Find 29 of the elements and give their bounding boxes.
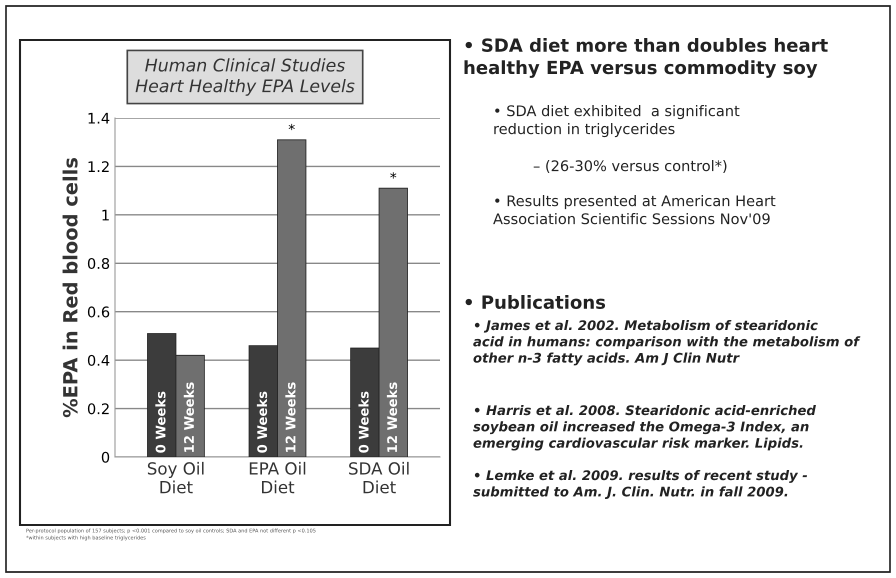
y-tick-label: 0.4 <box>88 354 110 366</box>
text: 0 Weeks <box>256 392 268 453</box>
text: – (26-30% versus control*) <box>534 160 726 174</box>
text: 0 Weeks <box>358 392 369 453</box>
annotation: * <box>288 124 295 130</box>
x-tick-label: EPA Oil Diet <box>250 462 306 494</box>
y-tick-label: 1.4 <box>88 112 110 124</box>
text: • James et al. 2002. Metabolism of stearidonic acid in humans: comparison with the metabolism of other n-3 fatty acids. Am J Clin Nutr <box>473 320 860 366</box>
text: • Lemke et al. 2009. results of recent study - submitted to Am. J. Clin. Nutr. in fall 2009. <box>473 470 808 500</box>
series-label: 12 Weeks <box>184 382 194 452</box>
y-tick-label: 1.2 <box>88 161 109 172</box>
series-label: 0 Weeks <box>155 392 166 453</box>
y-tick-label: 1 <box>102 210 109 220</box>
x-tick-label: Soy Oil Diet <box>148 462 204 494</box>
text: • Results presented at American Heart Association Scientific Sessions Nov'09 <box>493 195 776 224</box>
y-tick-label: 0.2 <box>88 403 109 414</box>
text: • Publications <box>466 295 606 309</box>
y-tick-label: 0.6 <box>88 306 110 318</box>
text: 12 Weeks <box>285 382 296 452</box>
y-axis-title: %EPA in Red blood cells <box>62 158 78 418</box>
chart-title: Human Clinical Studies Heart Healthy EPA Levels <box>136 58 355 96</box>
annotation: * <box>390 172 396 179</box>
y-tick-label: 0 <box>102 452 110 463</box>
text: • SDA diet exhibited a significant reduction in triglycerides <box>494 105 740 138</box>
x-tick-label: SDA Oil Diet <box>349 462 409 494</box>
y-tick-label: 0.8 <box>88 258 110 270</box>
text: 12 Weeks <box>386 382 398 452</box>
text: • Harris et al. 2008. Stearidonic acid-enriched soybean oil increased the Omega-3 Index, an emerging cardiovascular risk marker. Lipids. <box>473 405 816 451</box>
text: • SDA diet more than doubles heart healthy EPA versus commodity soy <box>464 38 828 78</box>
